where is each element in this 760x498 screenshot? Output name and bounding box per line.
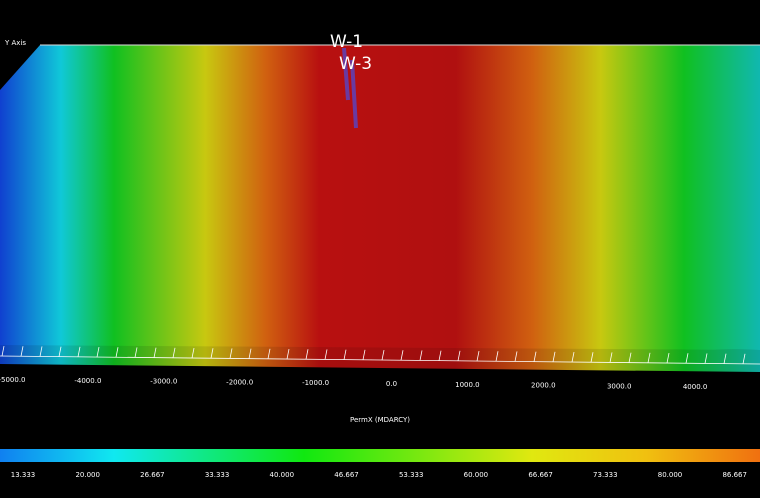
tick-mark	[305, 349, 309, 360]
tick-mark	[191, 347, 195, 359]
tick-mark	[647, 352, 651, 363]
x-tick-label: 1000.0	[455, 381, 480, 389]
tick-mark	[229, 348, 233, 359]
well-paths	[342, 47, 358, 129]
color-bar	[0, 449, 760, 462]
tick-mark	[723, 353, 727, 364]
tick-mark	[362, 349, 366, 360]
x-tick-label: -1000.0	[302, 379, 329, 387]
color-bar-label: 73.333	[593, 471, 618, 479]
x-tick-label: -3000.0	[150, 378, 177, 386]
tick-mark	[400, 350, 404, 361]
color-bar-label: 80.000	[658, 471, 683, 479]
well-label: W-3	[339, 54, 372, 74]
tick-mark	[286, 348, 290, 360]
tick-mark	[39, 346, 43, 357]
color-bar-label: 26.667	[140, 471, 165, 479]
tick-mark	[134, 347, 138, 358]
tick-mark	[381, 349, 385, 361]
tick-mark	[77, 346, 81, 357]
tick-mark	[742, 353, 746, 364]
tick-mark	[457, 350, 461, 361]
tick-mark	[58, 346, 62, 357]
axis-label: Y Axis	[4, 39, 26, 47]
tick-mark	[153, 347, 157, 358]
color-bar-label: 86.667	[722, 471, 747, 479]
tick-mark	[1, 345, 5, 357]
tick-mark	[324, 349, 328, 360]
color-bar-label: 53.333	[399, 471, 424, 479]
x-tick-label: -5000.0	[0, 376, 26, 384]
tick-mark	[552, 351, 556, 362]
tick-marks	[1, 345, 746, 364]
x-tick-label: 0.0	[386, 380, 397, 388]
axis-line	[0, 355, 760, 365]
color-bar-label: 66.667	[528, 471, 553, 479]
tick-mark	[248, 348, 252, 359]
tick-mark	[20, 346, 24, 357]
x-tick-label: 2000.0	[531, 382, 556, 390]
tick-mark	[438, 350, 442, 361]
color-bar-label: 46.667	[334, 471, 359, 479]
tick-mark	[514, 351, 518, 362]
tick-mark	[343, 349, 347, 360]
tick-mark	[115, 347, 119, 358]
tick-mark	[590, 352, 594, 363]
tick-mark	[476, 350, 480, 362]
x-tick-label: -2000.0	[226, 378, 253, 386]
well-label: W-1	[330, 32, 363, 52]
tick-mark	[704, 353, 708, 364]
surface	[0, 45, 760, 350]
tick-mark	[419, 350, 423, 361]
tick-mark	[628, 352, 632, 363]
x-tick-label: 3000.0	[607, 382, 632, 390]
color-bar-label: 20.000	[75, 471, 100, 479]
tick-mark	[267, 348, 271, 359]
tick-mark	[96, 346, 100, 358]
color-bar-label: 13.333	[11, 471, 36, 479]
tick-mark	[210, 348, 214, 359]
color-bar-label: 60.000	[464, 471, 489, 479]
color-bar-label: 40.000	[270, 471, 295, 479]
tick-mark	[685, 353, 689, 364]
tick-mark	[666, 352, 670, 364]
tick-mark	[609, 352, 613, 363]
tick-mark	[571, 351, 575, 363]
axis-title: PermX (MDARCY)	[350, 416, 410, 424]
x-tick-label: -4000.0	[74, 377, 101, 385]
tick-mark	[172, 347, 176, 358]
tick-mark	[533, 351, 537, 362]
tick-mark	[495, 351, 499, 362]
front-face	[0, 342, 760, 372]
x-tick-label: 4000.0	[683, 383, 708, 391]
color-bar-label: 33.333	[205, 471, 230, 479]
